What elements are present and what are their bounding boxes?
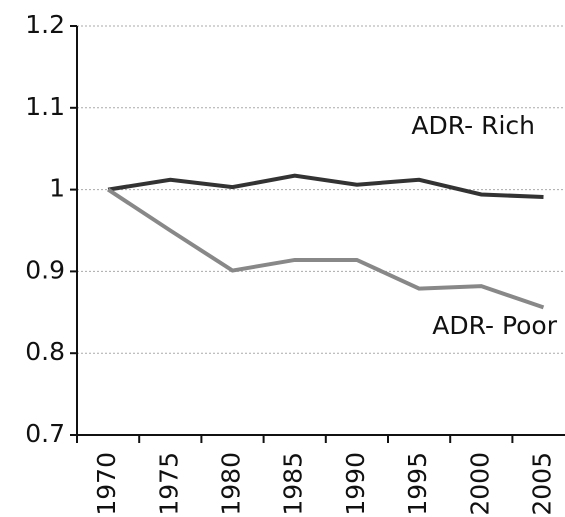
- y-tick-label: 1.1: [25, 92, 65, 121]
- x-tick-label: 2000: [465, 452, 494, 516]
- series-line: [107, 173, 544, 199]
- x-tick-label: 1980: [217, 452, 246, 516]
- x-tick-label: 1990: [341, 452, 370, 516]
- x-tick-label: 1985: [279, 452, 308, 516]
- series-label: ADR- Rich: [411, 111, 535, 140]
- x-tick-label: 1995: [403, 452, 432, 516]
- y-tick-label: 1.2: [25, 10, 65, 39]
- y-tick-label: 0.9: [25, 255, 65, 284]
- y-tick-label: 1: [49, 174, 65, 203]
- x-tick-label: 1975: [154, 452, 183, 516]
- y-tick-label: 0.8: [25, 337, 65, 366]
- series-label: ADR- Poor: [432, 311, 557, 340]
- y-tick-label: 0.7: [25, 419, 65, 448]
- x-tick-label: 1970: [92, 452, 121, 516]
- x-tick-label: 2005: [528, 452, 557, 516]
- series-line: [107, 187, 545, 310]
